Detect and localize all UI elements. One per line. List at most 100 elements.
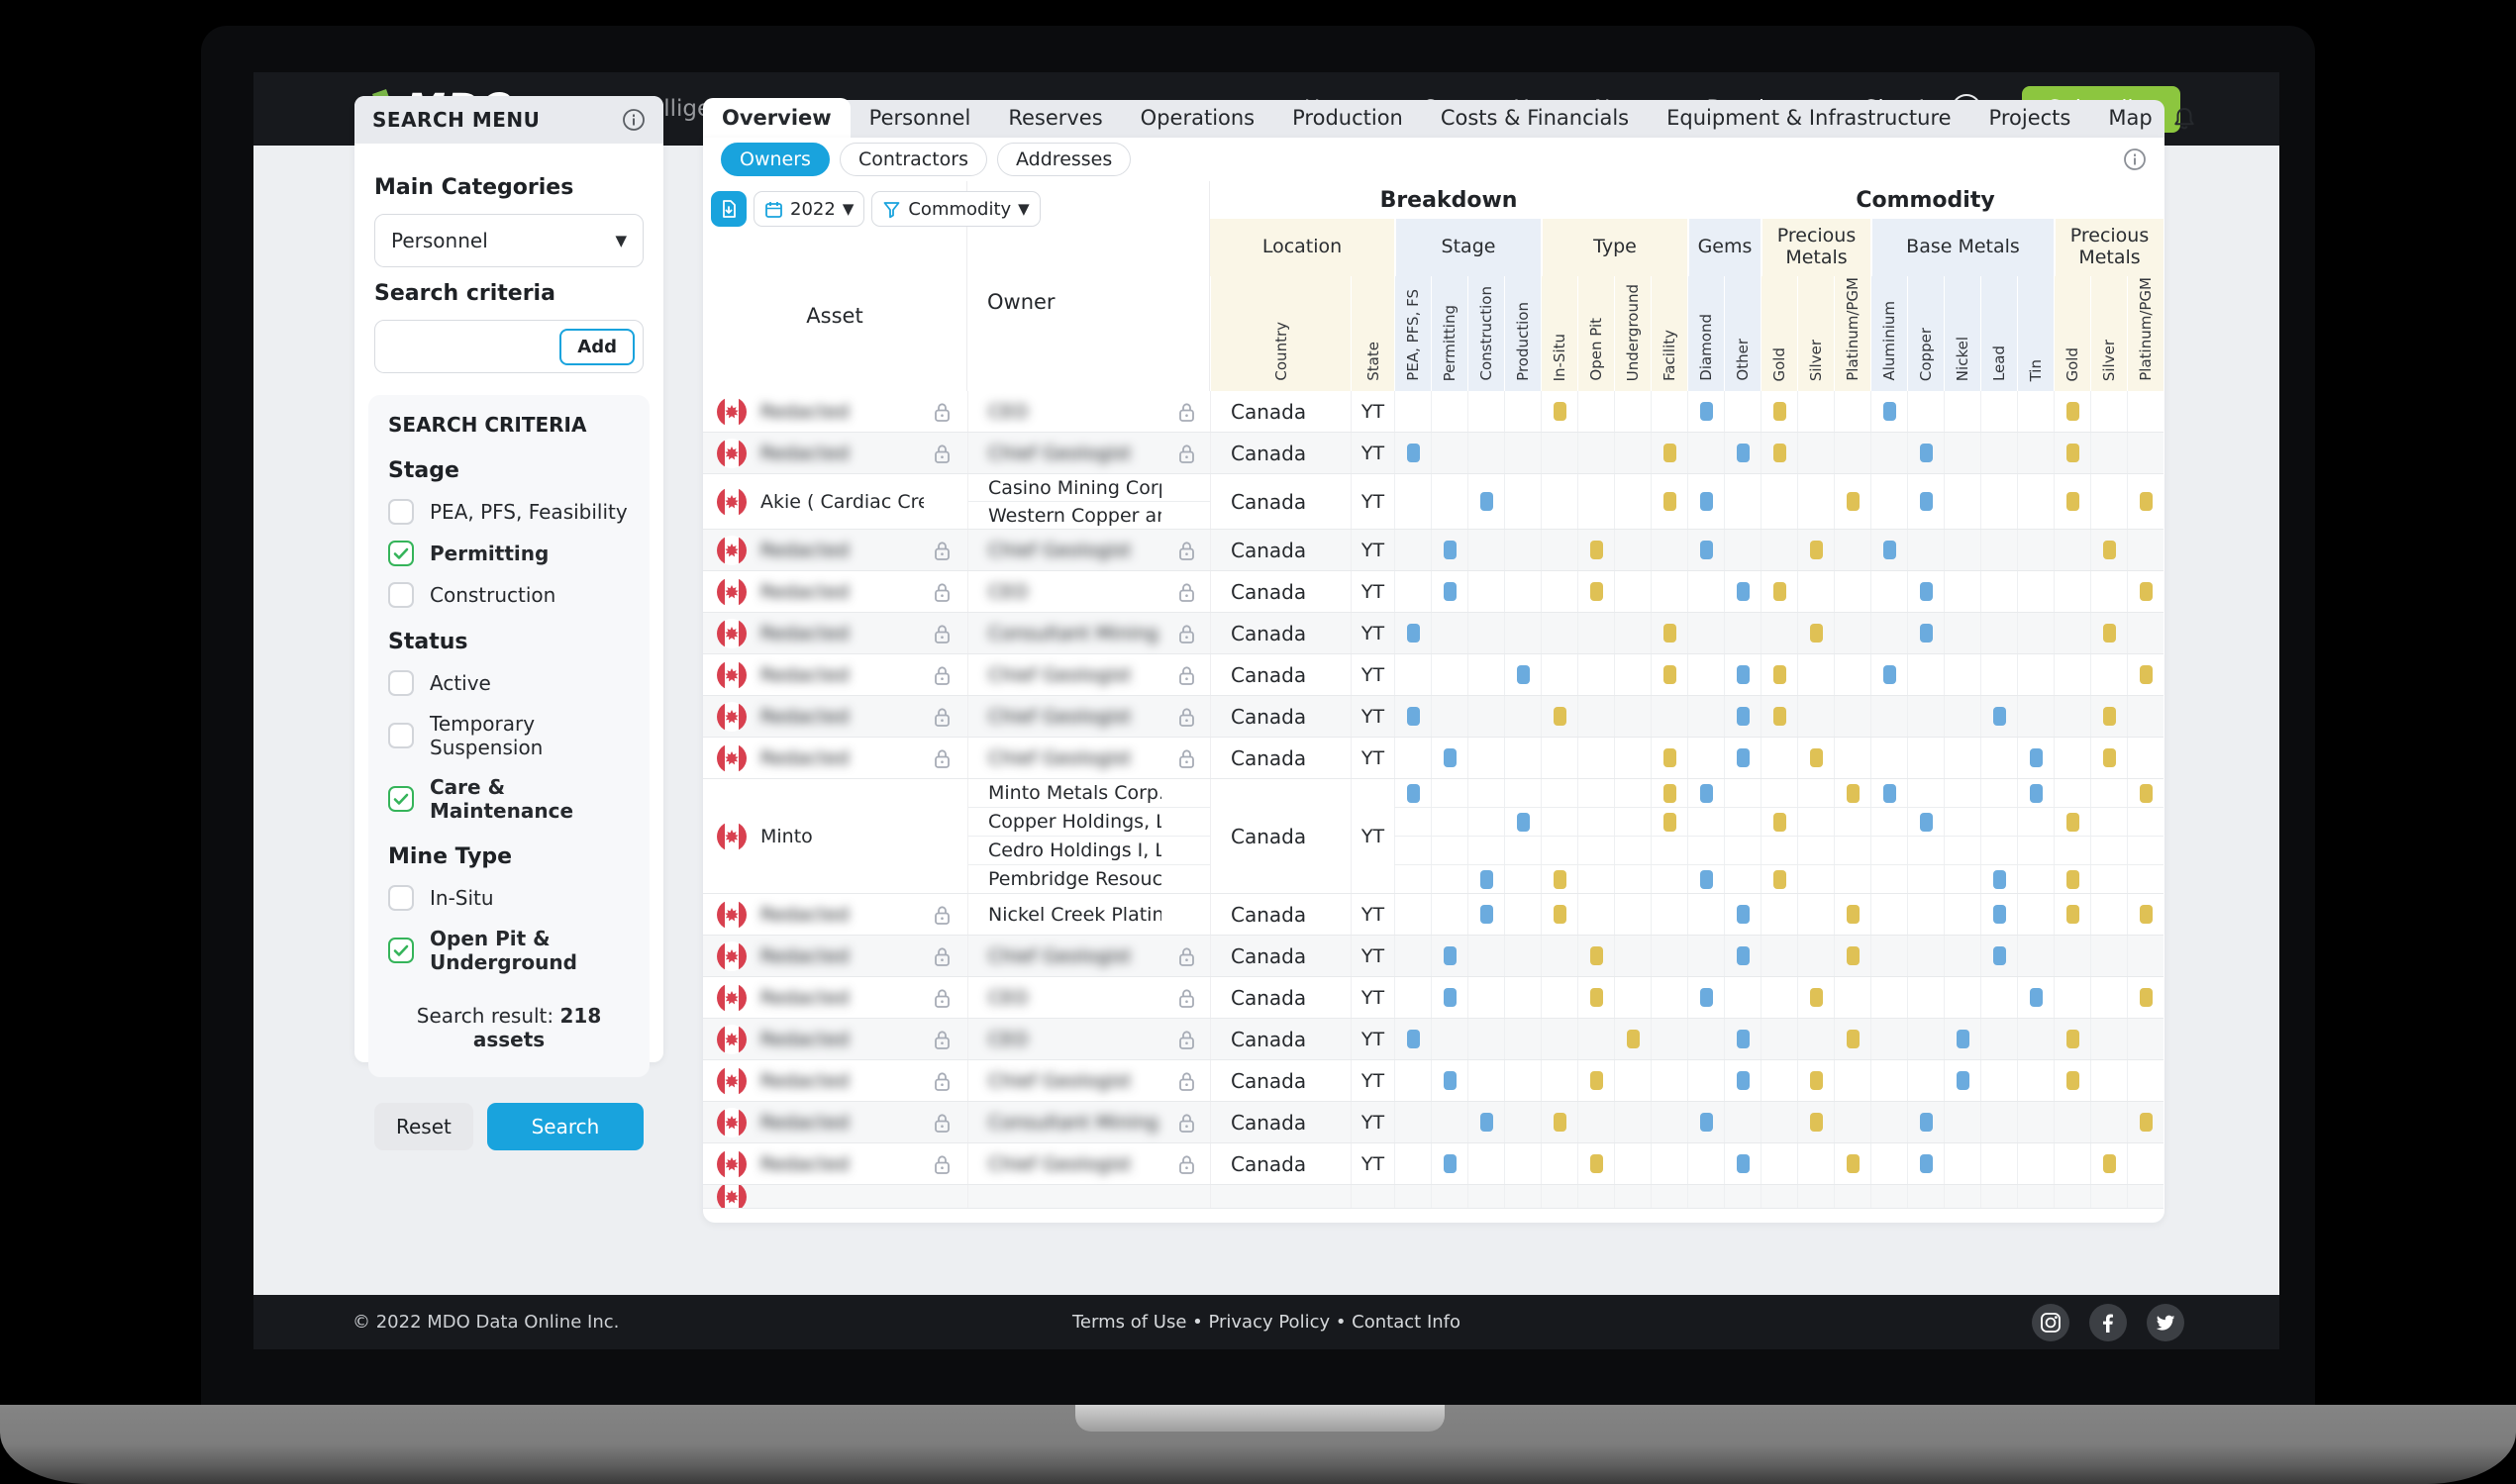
table-row[interactable]: Redacted Chief Geologist Canada YT bbox=[703, 654, 2164, 696]
info-icon[interactable] bbox=[622, 108, 646, 132]
marker-cell bbox=[2017, 808, 2054, 836]
marker-cell bbox=[1431, 654, 1467, 695]
marker-blue bbox=[1992, 707, 2006, 726]
marker-blue bbox=[1956, 1030, 1969, 1048]
tab-map[interactable]: Map bbox=[2108, 106, 2153, 130]
marker-blue bbox=[1479, 869, 1493, 889]
table-row[interactable]: Redacted Chief Geologist Canada YT bbox=[703, 738, 2164, 779]
table-row[interactable]: Redacted CEO Canada YT bbox=[703, 977, 2164, 1019]
table-row[interactable]: Redacted Consultant Mining Canada YT bbox=[703, 1102, 2164, 1143]
checkbox-unchecked-icon[interactable] bbox=[388, 670, 414, 696]
subtab-owners[interactable]: Owners bbox=[721, 143, 830, 176]
table-row[interactable] bbox=[703, 1185, 2164, 1209]
tab-overview[interactable]: Overview bbox=[703, 98, 851, 138]
marker-yellow bbox=[2065, 1071, 2079, 1090]
marker-cell bbox=[1687, 696, 1724, 737]
marker-cell bbox=[1724, 433, 1761, 473]
lock-icon bbox=[935, 444, 950, 463]
table-row[interactable]: Minto Minto Metals Corp. Copper Holdings, … bbox=[703, 779, 2164, 894]
table-row[interactable]: Redacted Chief Geologist Canada YT bbox=[703, 1143, 2164, 1185]
search-button[interactable]: Search bbox=[486, 1103, 644, 1150]
facebook-icon[interactable] bbox=[2089, 1303, 2127, 1341]
table-row[interactable]: Akie ( Cardiac Creek) Casino Mining Corp.… bbox=[703, 474, 2164, 530]
subtab-contractors[interactable]: Contractors bbox=[839, 143, 988, 176]
column-header-pea-pfs-fs: PEA, PFS, FS bbox=[1394, 276, 1431, 391]
tab-reserves[interactable]: Reserves bbox=[1008, 106, 1103, 130]
lock-icon bbox=[935, 1113, 950, 1133]
marker-cell bbox=[1761, 977, 1797, 1018]
commodity-filter-dropdown[interactable]: Commodity ▼ bbox=[871, 191, 1041, 227]
table-row[interactable]: Redacted Chief Geologist Canada YT bbox=[703, 530, 2164, 571]
checkbox-row-temporary-suspension[interactable]: Temporary Suspension bbox=[388, 712, 630, 759]
tab-projects[interactable]: Projects bbox=[1988, 106, 2071, 130]
marker-cell bbox=[1577, 613, 1614, 653]
add-criteria-button[interactable]: Add bbox=[559, 328, 635, 365]
owner-name-blurred: CEO bbox=[988, 400, 1029, 423]
checkbox-row-permitting[interactable]: Permitting bbox=[388, 541, 630, 566]
checkbox-checked-icon[interactable] bbox=[388, 938, 414, 963]
marker-blue bbox=[1736, 665, 1750, 684]
reset-button[interactable]: Reset bbox=[374, 1103, 473, 1150]
group-header-precious-metals: Precious Metals bbox=[1761, 219, 1870, 276]
marker-cell bbox=[1504, 1143, 1541, 1184]
tab-costs-financials[interactable]: Costs & Financials bbox=[1440, 106, 1630, 130]
tab-production[interactable]: Production bbox=[1292, 106, 1403, 130]
checkbox-row-pea-pfs-feasibility[interactable]: PEA, PFS, Feasibility bbox=[388, 499, 630, 525]
table-row[interactable]: Redacted Consultant Mining Canada YT bbox=[703, 613, 2164, 654]
asset-name-blurred: Redacted bbox=[760, 1152, 850, 1175]
table-row[interactable]: Redacted Chief Geologist Canada YT bbox=[703, 696, 2164, 738]
checkbox-checked-icon[interactable] bbox=[388, 541, 414, 566]
marker-cell bbox=[1431, 474, 1467, 529]
criteria-input[interactable] bbox=[387, 335, 560, 358]
asset-cell: Redacted bbox=[703, 1102, 967, 1142]
lock-icon bbox=[1179, 707, 1194, 727]
export-download-button[interactable] bbox=[711, 191, 747, 227]
table-row[interactable]: Redacted Nickel Creek Platinum Corp Canada… bbox=[703, 894, 2164, 936]
notifications-bell-icon[interactable] bbox=[2171, 106, 2197, 132]
twitter-icon[interactable] bbox=[2147, 1303, 2184, 1341]
marker-blue bbox=[1406, 783, 1420, 803]
marker-cell bbox=[1724, 530, 1761, 570]
checkbox-row-open-pit-underground[interactable]: Open Pit & Underground bbox=[388, 927, 630, 974]
footer-links[interactable]: Terms of Use • Privacy Policy • Contact … bbox=[1071, 1312, 1461, 1333]
table-info-icon[interactable] bbox=[2123, 148, 2147, 171]
marker-cell bbox=[1687, 1143, 1724, 1184]
table-row[interactable]: Redacted CEO Canada YT bbox=[703, 571, 2164, 613]
marker-cell bbox=[1651, 738, 1687, 778]
checkbox-row-care-maintenance[interactable]: Care & Maintenance bbox=[388, 775, 630, 823]
marker-cell bbox=[1797, 654, 1834, 695]
marker-cell bbox=[1431, 571, 1467, 612]
tab-operations[interactable]: Operations bbox=[1140, 106, 1256, 130]
checkbox-row-in-situ[interactable]: In-Situ bbox=[388, 885, 630, 911]
checkbox-unchecked-icon[interactable] bbox=[388, 582, 414, 608]
marker-cell bbox=[1504, 696, 1541, 737]
criteria-group-title: Status bbox=[388, 630, 468, 654]
marker-cell bbox=[1687, 474, 1724, 529]
checkbox-unchecked-icon[interactable] bbox=[388, 723, 414, 748]
table-row[interactable]: Redacted Chief Geologist Canada YT bbox=[703, 936, 2164, 977]
category-select[interactable]: Personnel ▼ bbox=[374, 214, 644, 267]
table-body: Redacted CEO Canada YT Redacted Chief Geologi… bbox=[703, 391, 2164, 1209]
marker-subrow bbox=[1394, 807, 2164, 836]
table-row[interactable]: Redacted CEO Canada YT bbox=[703, 391, 2164, 433]
checkbox-unchecked-icon[interactable] bbox=[388, 885, 414, 911]
checkbox-row-construction[interactable]: Construction bbox=[388, 582, 630, 608]
checkbox-row-active[interactable]: Active bbox=[388, 670, 630, 696]
subtab-addresses[interactable]: Addresses bbox=[997, 143, 1132, 176]
table-row[interactable]: Redacted Chief Geologist Canada YT bbox=[703, 433, 2164, 474]
marker-subrow bbox=[1394, 654, 2164, 695]
tab-equipment-infrastructure[interactable]: Equipment & Infrastructure bbox=[1666, 106, 1952, 130]
tab-personnel[interactable]: Personnel bbox=[868, 106, 971, 130]
marker-cell bbox=[1504, 1102, 1541, 1142]
country-cell: Canada bbox=[1210, 696, 1351, 737]
owner-line: Copper Holdings, LLC bbox=[968, 807, 1210, 836]
marker-grid bbox=[1394, 1019, 2164, 1059]
checkbox-checked-icon[interactable] bbox=[388, 786, 414, 812]
instagram-icon[interactable] bbox=[2032, 1303, 2069, 1341]
table-row[interactable]: Redacted CEO Canada YT bbox=[703, 1019, 2164, 1060]
commodity-filter-value: Commodity bbox=[908, 198, 1012, 220]
table-row[interactable]: Redacted Chief Geologist Canada YT bbox=[703, 1060, 2164, 1102]
year-dropdown[interactable]: 2022 ▼ bbox=[754, 191, 865, 227]
checkbox-unchecked-icon[interactable] bbox=[388, 499, 414, 525]
marker-cell bbox=[1834, 1185, 1870, 1208]
